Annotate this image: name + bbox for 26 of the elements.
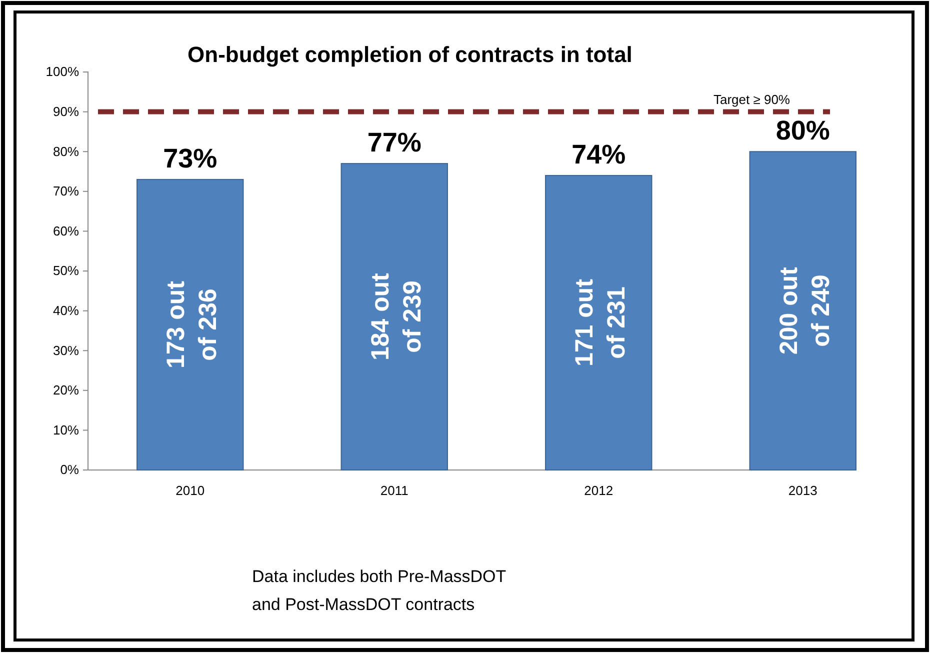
annotation: 184 out of 239 [366,272,426,361]
data-label: 77% [367,128,422,158]
y-tick-label: 80% [52,144,80,159]
y-tick-label: 70% [52,184,80,199]
data-label: 73% [163,143,218,174]
y-tick-label: 10% [52,422,80,438]
x-tick-label: 2010 [176,483,205,498]
text: Data includes both Pre-MassDOT and Post-MassDOT contracts [252,567,506,614]
y-tick-label: 30% [52,342,80,358]
y-tick-label: 50% [52,263,80,278]
x-tick-label: 2012 [584,483,614,498]
x-tick-label: 2013 [788,483,818,498]
y-tick-label: 60% [52,223,80,238]
annotation: 171 out of 231 [570,278,631,367]
y-tick-label: 40% [52,302,80,318]
ref-line-label: Target ≥ 90% [713,92,790,107]
y-tick-label: 90% [52,104,80,119]
y-tick-label: 20% [52,382,80,398]
data-label: 74% [572,139,626,170]
x-tick-label: 2011 [380,483,408,498]
y-tick-label: 0% [60,462,80,478]
data-label: 80% [776,116,830,146]
y-tick-label: 100% [46,64,80,80]
annotation: 173 out of 236 [162,280,222,368]
annotation: 200 out of 249 [774,266,835,355]
chart-title: On-budget completion of contracts in total [188,42,632,67]
